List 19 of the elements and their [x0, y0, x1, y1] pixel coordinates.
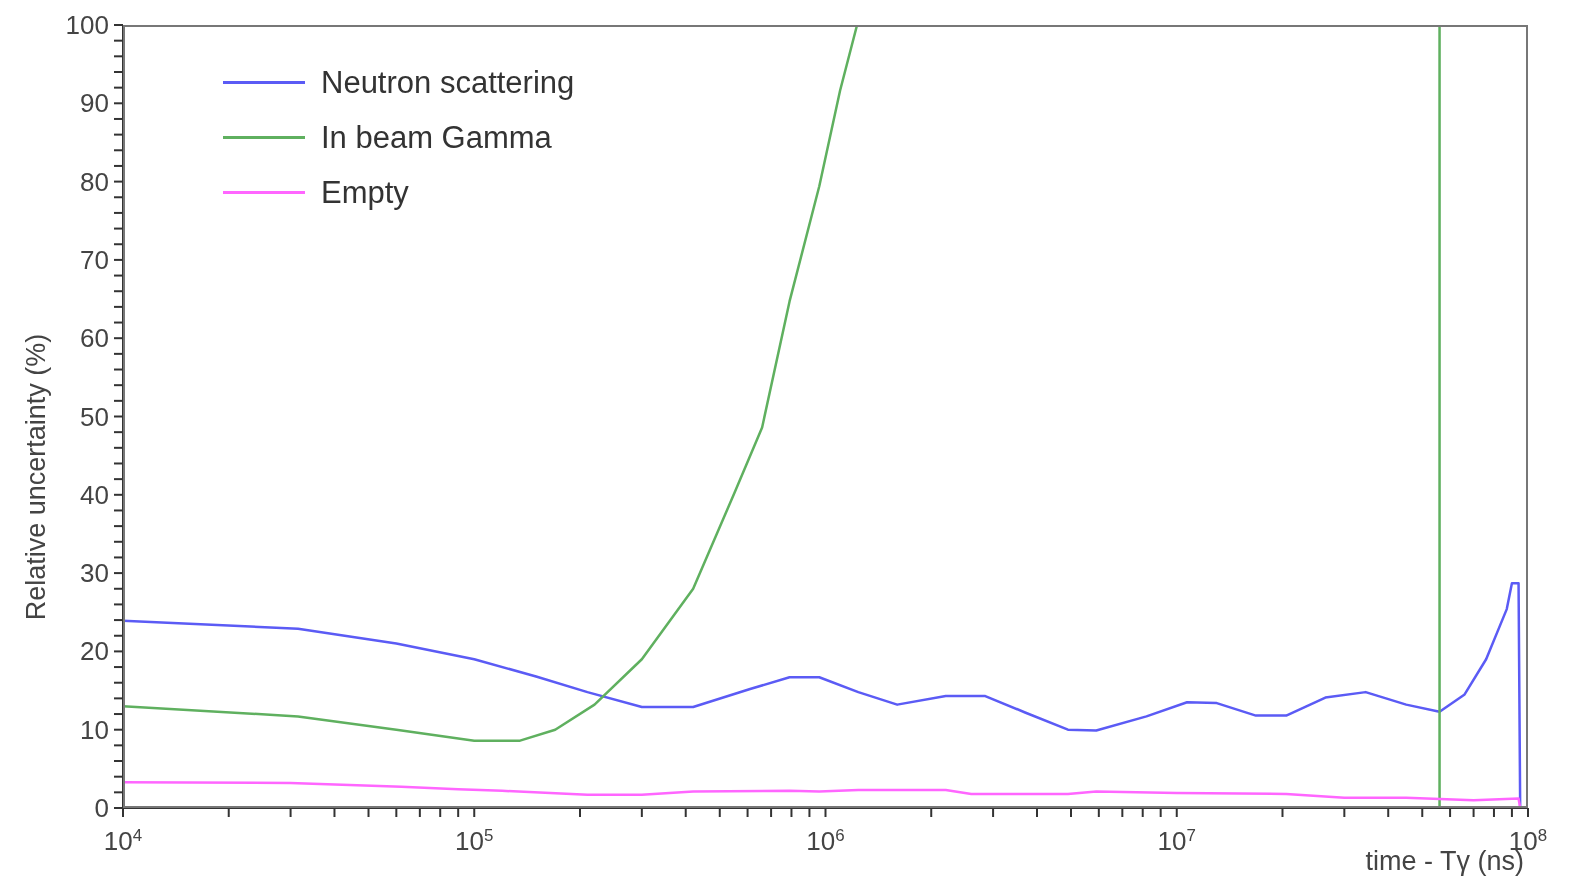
y-axis-title: Relative uncertainty (%) — [20, 333, 52, 620]
x-tick-label: 10$^{7}$ — [1157, 825, 1196, 856]
legend-label: Empty — [321, 174, 409, 211]
y-tick-label: 40 — [80, 479, 109, 510]
x-tick-label: 10$^{4}$ — [103, 825, 143, 856]
y-tick-label: 60 — [80, 323, 109, 354]
y-tick-label: 80 — [80, 166, 109, 197]
legend-label: In beam Gamma — [321, 119, 552, 156]
x-tick-label: 10$^{5}$ — [455, 825, 494, 856]
y-tick-label: 100 — [65, 10, 109, 40]
y-tick-label: 30 — [80, 558, 109, 589]
y-tick-label: 10 — [80, 714, 109, 745]
y-tick-label: 20 — [80, 636, 109, 667]
y-tick-label: 50 — [80, 401, 109, 432]
y-tick-label: 70 — [80, 244, 109, 275]
y-tick-label: 90 — [80, 88, 109, 119]
y-tick-label: 0 — [94, 793, 109, 823]
legend-label: Neutron scattering — [321, 64, 575, 101]
x-tick-label: 10$^{6}$ — [806, 825, 845, 856]
